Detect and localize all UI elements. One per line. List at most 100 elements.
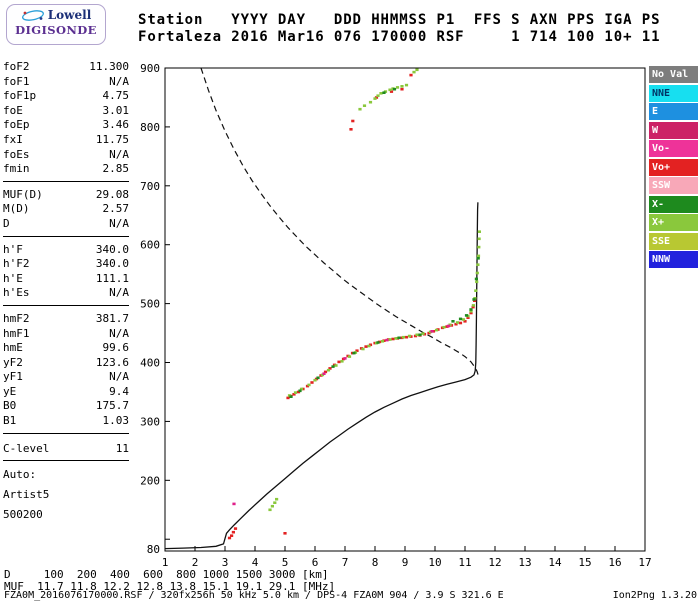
- param-value: 4.75: [102, 89, 130, 103]
- param-h'F: h'F 340.0: [3, 243, 129, 258]
- svg-text:300: 300: [140, 415, 160, 428]
- param-foF2: foF2 11.300: [3, 60, 129, 75]
- param-hmF2: hmF2 381.7: [3, 312, 129, 327]
- ionogram-plot: 1 2 3 4 5 6 7 8 9 10 11 12 13 14 15 16 17900800700600500…: [140, 62, 652, 569]
- legend-item-vo-: Vo-: [649, 140, 698, 157]
- param-value: N/A: [109, 286, 129, 300]
- legend-item-no-val: No Val: [649, 66, 698, 83]
- parameter-group: h'F 340.0 h'F2 340.0 h'E 111.1 h'Es N/A: [3, 243, 129, 306]
- legend-item-e: E: [649, 103, 698, 120]
- svg-text:80: 80: [147, 543, 160, 556]
- y-axis: 900 800 700 600 500 400 300 200 80: [140, 62, 170, 556]
- svg-text:900: 900: [140, 62, 160, 75]
- footer-right-text: Ion2Png 1.3.20: [612, 590, 697, 601]
- param-foE: foE 3.01: [3, 104, 129, 119]
- param-value: 11.300: [89, 60, 129, 73]
- echo-direction-legend: No Val NNE E W Vo- Vo+ SSW X- X+ SSE NNW: [649, 66, 698, 268]
- param-value: N/A: [109, 370, 129, 384]
- param-value: 340.0: [95, 257, 129, 271]
- param-label: yF2: [3, 355, 23, 369]
- header-line-1: Station YYYY DAY DDD HHMMSS P1 FFS S AXN…: [138, 12, 661, 28]
- svg-text:4: 4: [252, 556, 259, 569]
- param-label: C-level: [3, 441, 50, 455]
- param-label: h'E: [3, 271, 23, 285]
- station-header: Station YYYY DAY DDD HHMMSS P1 FFS S AXN…: [138, 12, 660, 46]
- svg-text:400: 400: [140, 357, 160, 370]
- param-label: fxI: [3, 132, 23, 146]
- svg-text:15: 15: [578, 556, 591, 569]
- x-axis: 1 2 3 4 5 6 7 8 9 10 11 12 13 14 15 16 17: [162, 546, 652, 569]
- legend-item-nne: NNE: [649, 84, 698, 102]
- svg-text:2: 2: [192, 556, 199, 569]
- param-value: 3.01: [102, 103, 130, 117]
- parameter-group: MUF(D) 29.08 M(D) 2.57 D N/A: [3, 188, 129, 237]
- orbit-icon: [21, 9, 44, 21]
- echo-series-Vo-: [232, 324, 451, 506]
- param-value: 175.7: [95, 399, 129, 413]
- svg-text:7: 7: [342, 556, 349, 569]
- param-yE: yE 9.4: [3, 385, 129, 400]
- param-value: N/A: [109, 326, 129, 340]
- distance-row: D 100 200 400 600 800 1000 1500 3000 [km…: [4, 568, 329, 581]
- svg-text:12: 12: [488, 556, 501, 569]
- svg-text:5: 5: [282, 556, 289, 569]
- svg-text:17: 17: [638, 556, 651, 569]
- legend-item-nnw: NNW: [649, 251, 698, 268]
- param-label: hmE: [3, 341, 23, 355]
- param-label: foE: [3, 103, 23, 117]
- param-value: 99.6: [102, 341, 130, 355]
- svg-text:9: 9: [402, 556, 409, 569]
- param-label: foF2: [3, 60, 30, 73]
- param-label: yE: [3, 384, 17, 398]
- param-label: hmF1: [3, 326, 30, 340]
- param-label: yF1: [3, 370, 23, 384]
- echo-series-X+: [268, 68, 481, 512]
- param-value: 2.57: [102, 202, 130, 216]
- param-value: 340.0: [95, 242, 129, 256]
- param-foF1: foF1 N/A: [3, 75, 129, 90]
- param-value: 11: [115, 441, 129, 455]
- legend-item-w: W: [649, 121, 698, 139]
- param-value: 9.4: [109, 384, 129, 398]
- parameter-panel: foF2 11.300 foF1 N/A foF1p 4.75 foE 3.01 foEp 3.4…: [3, 60, 129, 523]
- param-label: foF1: [3, 74, 30, 88]
- panel-footer-line: Artist5: [3, 488, 50, 502]
- svg-text:3: 3: [222, 556, 229, 569]
- lowell-digisonde-logo: Lowell DIGISONDE: [6, 4, 106, 45]
- parameter-group: hmF2 381.7 hmF1 N/A hmE 99.6 yF2 123.6 yF1 N/A yE 9…: [3, 312, 129, 434]
- panel-footer-line: 500200: [3, 508, 43, 522]
- panel-footer-line: Auto:: [3, 468, 37, 482]
- param-MUF(D): MUF(D) 29.08: [3, 188, 129, 203]
- param-foEp: foEp 3.46: [3, 118, 129, 133]
- param-value: 381.7: [95, 311, 129, 325]
- svg-text:11: 11: [458, 556, 471, 569]
- ionogram-chart: 1 2 3 4 5 6 7 8 9 10 11 12 13 14 15 16 17 900 800 700 600 500…: [125, 55, 665, 581]
- header-line-2: Fortaleza 2016 Mar16 076 170000 RSF 1 71…: [138, 29, 661, 45]
- param-label: B1: [3, 414, 17, 428]
- param-C-level: C-level 11: [3, 442, 129, 457]
- param-foF1p: foF1p 4.75: [3, 89, 129, 104]
- param-fxI: fxI 11.75: [3, 133, 129, 148]
- legend-item-x-: X-: [649, 195, 698, 213]
- param-fmin: fmin 2.85: [3, 162, 129, 177]
- svg-text:8: 8: [372, 556, 379, 569]
- param-value: 11.75: [95, 132, 129, 146]
- param-label: hmF2: [3, 311, 30, 325]
- param-label: foEs: [3, 147, 30, 161]
- param-label: M(D): [3, 202, 30, 216]
- param-label: MUF(D): [3, 187, 43, 201]
- logo-lowell-text: Lowell: [47, 8, 92, 22]
- param-h'F2: h'F2 340.0: [3, 257, 129, 272]
- svg-text:13: 13: [518, 556, 531, 569]
- param-hmE: hmE 99.6: [3, 341, 129, 356]
- svg-text:16: 16: [608, 556, 621, 569]
- electron-density-profile-line: [164, 202, 479, 550]
- param-yF2: yF2 123.6: [3, 356, 129, 371]
- legend-item-vo+: Vo+: [649, 158, 698, 176]
- param-value: N/A: [109, 216, 129, 230]
- param-h'E: h'E 111.1: [3, 272, 129, 287]
- param-hmF1: hmF1 N/A: [3, 327, 129, 342]
- svg-text:1: 1: [162, 556, 169, 569]
- svg-text:800: 800: [140, 121, 160, 134]
- param-M(D): M(D) 2.57: [3, 202, 129, 217]
